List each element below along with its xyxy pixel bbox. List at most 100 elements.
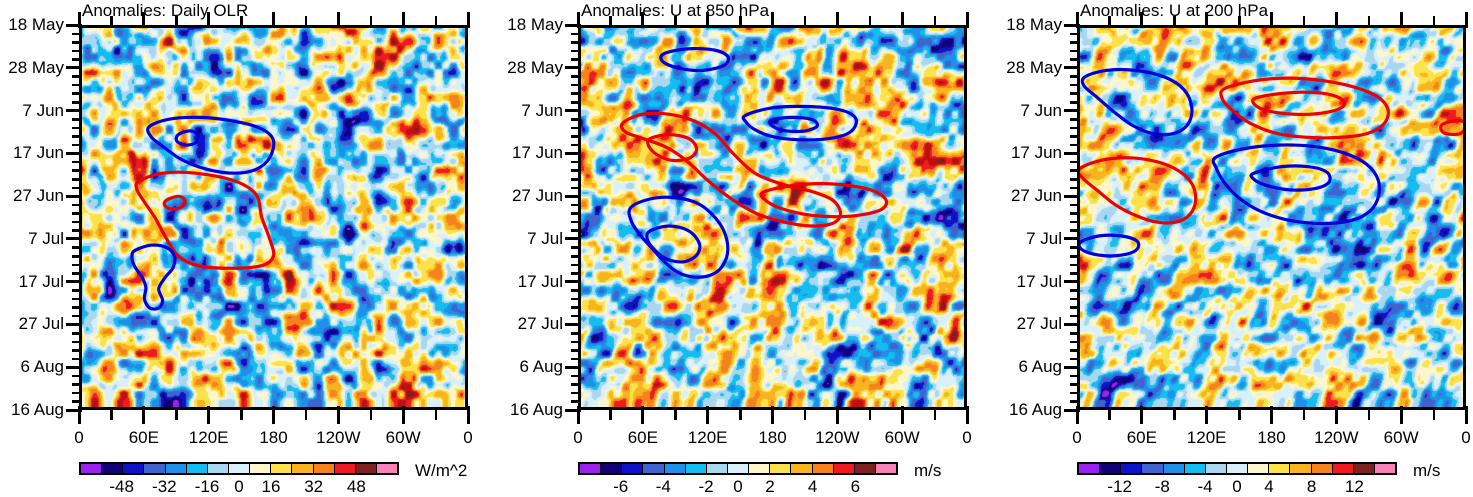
x-axis-label: 120W bbox=[316, 428, 361, 447]
y-axis-label: 7 Jun bbox=[1020, 100, 1062, 120]
colorbar-swatch bbox=[1269, 464, 1291, 473]
x-major-tick-top bbox=[207, 12, 211, 28]
positive-contour bbox=[619, 111, 843, 228]
y-major-tick bbox=[66, 322, 82, 326]
y-minor-tick bbox=[571, 272, 581, 275]
colorbar-unit: m/s bbox=[1413, 461, 1441, 480]
panel-title: Anomalies: U at 850 hPa bbox=[581, 1, 770, 20]
colorbar-swatch bbox=[228, 464, 251, 473]
x-major-tick bbox=[207, 406, 211, 424]
y-minor-tick bbox=[1070, 83, 1080, 87]
x-major-tick-top bbox=[835, 12, 839, 28]
x-major-tick bbox=[771, 406, 774, 424]
y-minor-tick bbox=[1070, 75, 1080, 78]
colorbar-swatch bbox=[207, 464, 229, 473]
y-axis-label: 17 Jul bbox=[517, 271, 563, 291]
contour-overlay bbox=[619, 46, 889, 279]
x-major-tick-top bbox=[1399, 12, 1403, 28]
x-major-tick-top bbox=[272, 12, 275, 28]
y-minor-tick bbox=[571, 58, 581, 61]
x-axis-label: 60E bbox=[128, 428, 159, 447]
x-minor-tick bbox=[739, 408, 742, 420]
y-major-tick bbox=[565, 322, 581, 326]
x-minor-tick-top bbox=[1302, 16, 1306, 28]
y-minor-tick bbox=[571, 101, 581, 104]
x-major-tick-top bbox=[771, 12, 774, 28]
colorbar-swatch bbox=[727, 464, 750, 473]
y-minor-tick bbox=[1070, 314, 1080, 318]
positive-contour bbox=[1077, 156, 1198, 225]
y-axis-label: 27 Jul bbox=[517, 314, 563, 334]
colorbar-swatch bbox=[313, 464, 335, 473]
x-axis-label: 0 bbox=[1461, 428, 1471, 447]
panel-title: Anomalies: Daily OLR bbox=[82, 1, 249, 20]
colorbar-swatch bbox=[1353, 464, 1375, 473]
y-minor-tick bbox=[72, 357, 82, 361]
x-minor-tick-top bbox=[369, 16, 373, 28]
y-minor-tick bbox=[571, 374, 581, 378]
colorbar-swatch bbox=[854, 464, 876, 473]
y-minor-tick bbox=[72, 391, 82, 395]
y-major-tick bbox=[1064, 23, 1080, 27]
x-minor-tick-top bbox=[1432, 16, 1436, 28]
y-major-tick bbox=[565, 151, 581, 155]
x-minor-tick-top bbox=[739, 16, 742, 28]
x-major-tick bbox=[1464, 406, 1468, 424]
negative-contour bbox=[741, 104, 859, 142]
x-axis-label: 60W bbox=[884, 428, 920, 447]
colorbar-tick-label: 32 bbox=[304, 477, 324, 496]
colorbar-swatch bbox=[580, 464, 602, 473]
colorbar-tick-label: -32 bbox=[152, 477, 177, 496]
y-minor-tick bbox=[72, 314, 82, 318]
colorbar-tick-label: -4 bbox=[1197, 477, 1213, 496]
y-major-tick bbox=[66, 66, 82, 70]
colorbar-tick-label: 48 bbox=[346, 477, 366, 496]
y-minor-tick bbox=[72, 374, 82, 378]
x-major-tick-top bbox=[1205, 12, 1209, 28]
y-minor-tick bbox=[72, 349, 82, 352]
contour-overlay bbox=[1077, 67, 1466, 258]
x-minor-tick-top bbox=[609, 16, 612, 28]
y-minor-tick bbox=[1070, 126, 1080, 130]
x-axis-label: 60E bbox=[627, 428, 658, 447]
colorbar-tick-label: 12 bbox=[1344, 477, 1364, 496]
y-minor-tick bbox=[72, 143, 82, 147]
y-minor-tick bbox=[571, 306, 581, 309]
x-minor-tick bbox=[674, 408, 677, 420]
x-major-tick-top bbox=[466, 12, 470, 28]
negative-contour bbox=[1249, 164, 1332, 192]
y-minor-tick bbox=[571, 332, 581, 335]
colorbar-swatch bbox=[664, 464, 686, 473]
y-axis-label: 27 Jun bbox=[1010, 186, 1062, 206]
y-minor-tick bbox=[72, 212, 82, 215]
y-minor-tick bbox=[1070, 255, 1080, 258]
y-minor-tick bbox=[72, 203, 82, 207]
x-minor-tick bbox=[1367, 408, 1371, 420]
y-major-tick bbox=[565, 109, 581, 113]
y-minor-tick bbox=[1070, 186, 1080, 190]
colorbar-swatch bbox=[292, 464, 314, 473]
y-minor-tick bbox=[72, 83, 82, 87]
y-minor-tick bbox=[1070, 272, 1080, 275]
y-minor-tick bbox=[72, 229, 82, 232]
x-minor-tick-top bbox=[1238, 16, 1241, 28]
colorbar-tick-label: -48 bbox=[109, 477, 134, 496]
y-minor-tick bbox=[1070, 32, 1080, 36]
colorbar-swatch bbox=[706, 464, 728, 473]
x-major-tick-top bbox=[1270, 12, 1273, 28]
colorbar-unit: W/m^2 bbox=[415, 461, 468, 480]
y-minor-tick bbox=[1070, 374, 1080, 378]
x-minor-tick bbox=[240, 408, 243, 420]
y-minor-tick bbox=[571, 340, 581, 344]
y-minor-tick bbox=[1070, 263, 1080, 267]
x-axis-label: 120W bbox=[1314, 428, 1359, 447]
x-axis-label: 0 bbox=[74, 428, 84, 447]
y-minor-tick bbox=[571, 297, 581, 301]
x-major-tick-top bbox=[77, 12, 81, 28]
x-major-tick bbox=[401, 406, 405, 424]
y-minor-tick bbox=[571, 255, 581, 258]
y-minor-tick bbox=[1070, 340, 1080, 344]
y-minor-tick bbox=[1070, 169, 1080, 172]
colorbar-tick-label: 4 bbox=[1264, 477, 1274, 496]
negative-contour bbox=[1080, 67, 1194, 137]
